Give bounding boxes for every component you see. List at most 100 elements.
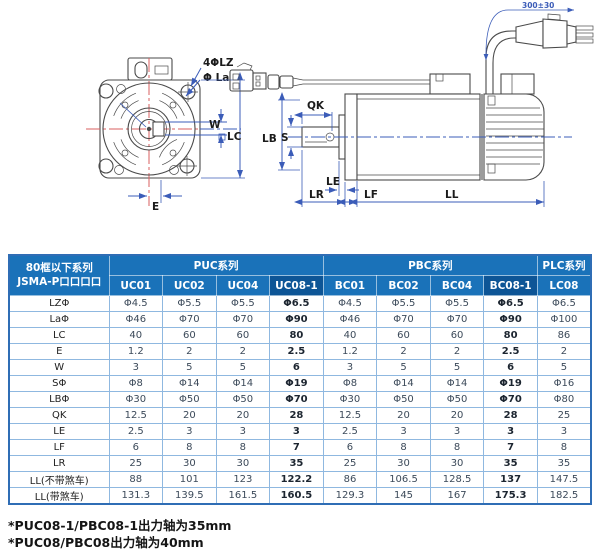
dim-label-qk: QK [307, 100, 325, 112]
dim-label-lr: LR [309, 189, 324, 201]
series-group-header: PUC系列 [108, 254, 324, 276]
dimension-value-cell: Φ8 [108, 375, 164, 392]
dimension-value-cell: Φ6.5 [483, 295, 538, 312]
dimension-value-cell: 40 [108, 327, 164, 344]
dimension-value-cell: 20 [162, 407, 217, 424]
motor-front-view: 4ΦLZ Φ La W LC E [86, 57, 245, 213]
dimension-value-cell: 35 [483, 455, 538, 472]
model-column-header: BC04 [429, 275, 485, 296]
dimension-value-cell: 2.5 [322, 423, 378, 440]
dimension-row-label: E [8, 343, 110, 360]
dimension-value-cell: 8 [215, 439, 271, 456]
dimension-value-cell: 86 [322, 471, 378, 488]
dimension-row-label: LL(不带煞车) [8, 471, 110, 488]
dimension-value-cell: 3 [429, 423, 485, 440]
dimension-row-label: QK [8, 407, 110, 424]
dimension-value-cell: Φ70 [483, 391, 538, 408]
dimension-value-cell: Φ70 [162, 311, 217, 328]
dimension-value-cell: 12.5 [108, 407, 164, 424]
dimension-value-cell: Φ14 [429, 375, 485, 392]
dim-label-lf: LF [364, 189, 378, 201]
dimension-value-cell: 30 [162, 455, 217, 472]
dimension-value-cell: 129.3 [322, 487, 378, 505]
dimension-value-cell: 7 [483, 439, 538, 456]
dim-label-ll: LL [445, 189, 459, 201]
dimension-value-cell: Φ5.5 [376, 295, 431, 312]
dimension-value-cell: Φ4.5 [322, 295, 378, 312]
dimension-value-cell: 60 [429, 327, 485, 344]
dimension-value-cell: 147.5 [536, 471, 592, 488]
dimension-value-cell: 106.5 [376, 471, 431, 488]
dimension-value-cell: Φ19 [483, 375, 538, 392]
dimension-value-cell: 5 [536, 359, 592, 376]
dimension-value-cell: 60 [162, 327, 217, 344]
footnotes: *PUC08-1/PBC08-1出力轴为35mm *PUC08/PBC08出力轴… [8, 518, 600, 552]
dimension-value-cell: 12.5 [322, 407, 378, 424]
dimension-value-cell: 2 [376, 343, 431, 360]
dimension-value-cell: 8 [376, 439, 431, 456]
dimension-row-label: LC [8, 327, 110, 344]
dimension-value-cell: 128.5 [429, 471, 485, 488]
dimension-value-cell: Φ30 [322, 391, 378, 408]
dimension-value-cell: Φ16 [536, 375, 592, 392]
series-group-header: PLC系列 [536, 254, 592, 276]
dim-label-e: E [152, 201, 159, 213]
dimension-value-cell: 101 [162, 471, 217, 488]
table-row: LaΦ Φ46 Φ70 Φ70 Φ90 Φ46 Φ70 Φ70 Φ90 Φ100 [8, 311, 592, 328]
model-column-header: UC08-1 [269, 275, 324, 296]
dimension-value-cell: 20 [429, 407, 485, 424]
dim-label-bolt-holes: 4ΦLZ [203, 57, 234, 69]
dimension-value-cell: 80 [483, 327, 538, 344]
dimension-value-cell: Φ5.5 [215, 295, 271, 312]
dimension-value-cell: 3 [483, 423, 538, 440]
dimension-value-cell: 5 [376, 359, 431, 376]
dim-label-w: W [209, 119, 221, 131]
dimension-row-label: SΦ [8, 375, 110, 392]
dimension-value-cell: 3 [269, 423, 324, 440]
encoder-connector [229, 62, 430, 92]
dimension-value-cell: Φ90 [269, 311, 324, 328]
dimension-value-cell: Φ14 [376, 375, 431, 392]
dimension-value-cell: 25 [322, 455, 378, 472]
table-row: LBΦ Φ30 Φ50 Φ50 Φ70 Φ30 Φ50 Φ50 Φ70 Φ80 [8, 391, 592, 408]
dimension-value-cell: 5 [162, 359, 217, 376]
model-column-header: BC08-1 [483, 275, 538, 296]
dimension-value-cell: 30 [376, 455, 431, 472]
dimension-value-cell: 60 [376, 327, 431, 344]
dimension-value-cell: Φ5.5 [429, 295, 485, 312]
dimension-value-cell: Φ5.5 [162, 295, 217, 312]
dimension-value-cell: Φ90 [483, 311, 538, 328]
dimension-value-cell: Φ50 [376, 391, 431, 408]
dimension-value-cell: 30 [429, 455, 485, 472]
dimension-value-cell: 2.5 [108, 423, 164, 440]
dimension-value-cell: 88 [108, 471, 164, 488]
dim-label-s: S [281, 132, 289, 144]
table-row: LL(不带煞车) 88 101 123 122.2 86 106.5 128.5 137 147.… [8, 471, 592, 488]
dimension-value-cell: 3 [376, 423, 431, 440]
dimension-value-cell: 160.5 [269, 487, 324, 505]
dimension-value-cell: 20 [376, 407, 431, 424]
dimension-value-cell: 167 [429, 487, 485, 505]
dimension-value-cell: 40 [322, 327, 378, 344]
dimension-value-cell: 2 [162, 343, 217, 360]
dimension-value-cell: 3 [536, 423, 592, 440]
dimension-value-cell: 145 [376, 487, 431, 505]
dimension-value-cell: 3 [322, 359, 378, 376]
dimension-value-cell: Φ46 [322, 311, 378, 328]
dimension-value-cell: Φ100 [536, 311, 592, 328]
dimension-value-cell: 25 [536, 407, 592, 424]
dim-label-le: LE [326, 176, 340, 188]
dimension-value-cell: Φ6.5 [269, 295, 324, 312]
dimension-value-cell: 3 [108, 359, 164, 376]
footnote-1: *PUC08-1/PBC08-1出力轴为35mm [8, 518, 232, 533]
dimension-value-cell: 60 [215, 327, 271, 344]
dimension-value-cell: 2.5 [483, 343, 538, 360]
dimension-value-cell: 80 [269, 327, 324, 344]
series-title-line2: JSMA-P口口口口 [17, 275, 102, 288]
dimension-value-cell: 3 [215, 423, 271, 440]
footnote-2: *PUC08/PBC08出力轴为40mm [8, 534, 204, 550]
model-column-header: UC01 [108, 275, 164, 296]
table-row: LF 6 8 8 7 6 8 8 7 8 [8, 439, 592, 456]
spec-table-body: LZΦ Φ4.5 Φ5.5 Φ5.5 Φ6.5 Φ4.5 Φ5.5 Φ5.5 Φ6.5 Φ6.5 L… [8, 295, 592, 505]
dimension-value-cell: Φ6.5 [536, 295, 592, 312]
